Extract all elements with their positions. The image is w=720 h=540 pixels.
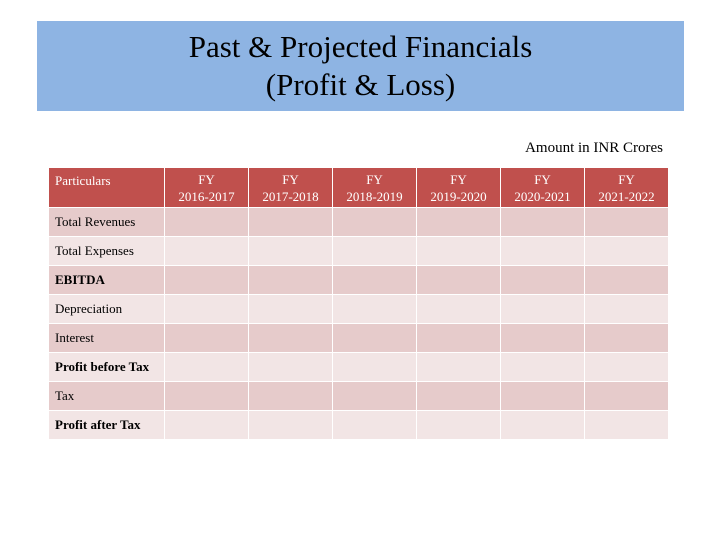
value-cell [584,410,669,440]
header-year: FY 2021-2022 [584,167,669,208]
value-cell [332,323,417,353]
financials-table: Particulars FY 2016-2017 FY 2017-2018 FY 20… [48,167,669,440]
header-year-prefix: FY [618,172,635,187]
value-cell [248,381,333,411]
value-cell [332,236,417,266]
header-particulars: Particulars [48,167,165,208]
header-year: FY 2019-2020 [416,167,501,208]
value-cell [500,323,585,353]
value-cell [164,207,249,237]
table-body: Total Revenues Total Expenses EBITDA Deprec… [48,207,669,440]
header-year: FY 2020-2021 [500,167,585,208]
value-cell [416,323,501,353]
value-cell [248,294,333,324]
header-year-range: 2017-2018 [262,189,319,204]
header-year: FY 2017-2018 [248,167,333,208]
table-row: Tax [48,381,669,411]
row-label: Total Revenues [48,207,165,237]
value-cell [584,207,669,237]
row-label: Total Expenses [48,236,165,266]
value-cell [584,236,669,266]
table-header-row: Particulars FY 2016-2017 FY 2017-2018 FY 20… [48,167,669,208]
table-row: Depreciation [48,294,669,324]
header-year-prefix: FY [282,172,299,187]
row-label: Interest [48,323,165,353]
value-cell [332,410,417,440]
value-cell [416,410,501,440]
value-cell [332,352,417,382]
value-cell [500,236,585,266]
value-cell [416,294,501,324]
value-cell [332,207,417,237]
value-cell [164,265,249,295]
value-cell [248,352,333,382]
table-row: EBITDA [48,265,669,295]
header-year-prefix: FY [534,172,551,187]
value-cell [584,265,669,295]
value-cell [416,207,501,237]
row-label: Tax [48,381,165,411]
value-cell [584,294,669,324]
header-year-range: 2021-2022 [598,189,655,204]
table-row: Interest [48,323,669,353]
table-row: Total Expenses [48,236,669,266]
row-label: EBITDA [48,265,165,295]
header-year: FY 2018-2019 [332,167,417,208]
value-cell [164,294,249,324]
value-cell [164,323,249,353]
table-row: Profit before Tax [48,352,669,382]
title-banner: Past & Projected Financials (Profit & Lo… [37,21,684,111]
value-cell [248,207,333,237]
value-cell [416,352,501,382]
header-year-range: 2019-2020 [430,189,487,204]
header-year-prefix: FY [366,172,383,187]
header-year-prefix: FY [450,172,467,187]
units-note: Amount in INR Crores [525,140,663,156]
value-cell [500,352,585,382]
value-cell [164,381,249,411]
value-cell [500,207,585,237]
value-cell [332,294,417,324]
value-cell [500,381,585,411]
value-cell [584,323,669,353]
value-cell [332,265,417,295]
header-year-range: 2020-2021 [514,189,571,204]
value-cell [500,294,585,324]
value-cell [584,352,669,382]
row-label: Profit after Tax [48,410,165,440]
header-year-range: 2018-2019 [346,189,403,204]
value-cell [500,265,585,295]
value-cell [248,265,333,295]
value-cell [332,381,417,411]
value-cell [584,381,669,411]
value-cell [416,265,501,295]
table-row: Total Revenues [48,207,669,237]
header-year-range: 2016-2017 [178,189,235,204]
header-year-prefix: FY [198,172,215,187]
value-cell [500,410,585,440]
row-label: Profit before Tax [48,352,165,382]
value-cell [248,410,333,440]
value-cell [416,381,501,411]
value-cell [164,236,249,266]
value-cell [164,410,249,440]
page-title-line-2: (Profit & Loss) [265,67,456,102]
table-row: Profit after Tax [48,410,669,440]
value-cell [248,236,333,266]
value-cell [164,352,249,382]
header-year: FY 2016-2017 [164,167,249,208]
row-label: Depreciation [48,294,165,324]
value-cell [248,323,333,353]
page-title-line-1: Past & Projected Financials [188,29,533,64]
value-cell [416,236,501,266]
